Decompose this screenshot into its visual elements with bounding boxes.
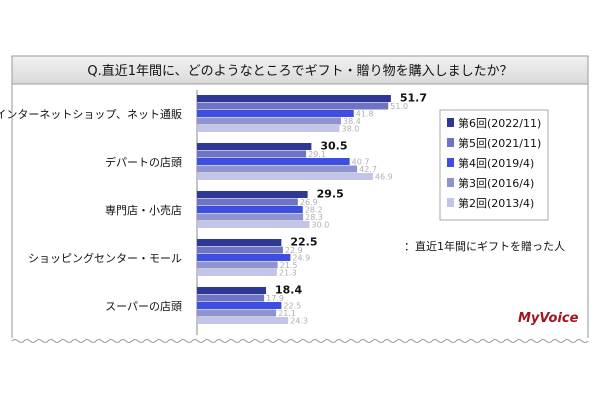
data-label: 42.7 bbox=[359, 165, 377, 174]
data-label: 22.9 bbox=[285, 246, 303, 255]
bar bbox=[197, 269, 277, 276]
category-label: スーパーの店頭 bbox=[105, 299, 182, 313]
data-label: 41.8 bbox=[356, 110, 374, 119]
data-label: 38.0 bbox=[342, 125, 360, 134]
chart-note: ：直近1年間にギフトを贈った人 bbox=[404, 239, 565, 253]
bar bbox=[197, 158, 350, 165]
bar bbox=[197, 150, 307, 158]
bar bbox=[197, 198, 298, 206]
data-label: 38.4 bbox=[343, 117, 361, 126]
bar bbox=[197, 287, 266, 294]
bar bbox=[197, 206, 303, 213]
data-label: 51.7 bbox=[400, 92, 427, 105]
bar bbox=[197, 221, 310, 228]
data-label: 51.0 bbox=[390, 102, 408, 111]
bar bbox=[197, 165, 358, 173]
data-label: 46.9 bbox=[375, 173, 393, 182]
bar bbox=[197, 117, 341, 125]
bar bbox=[197, 239, 282, 246]
data-label: 28.2 bbox=[305, 206, 323, 215]
legend-entry: 第2回(2013/4) bbox=[458, 196, 534, 210]
data-label: 17.9 bbox=[266, 294, 284, 303]
myvoice-logo: MyVoice bbox=[518, 311, 579, 326]
bar bbox=[197, 143, 312, 150]
legend-swatch bbox=[447, 178, 454, 187]
data-label: 22.5 bbox=[283, 302, 301, 311]
data-label: 24.3 bbox=[290, 317, 308, 326]
data-label: 21.5 bbox=[280, 261, 298, 270]
data-label: 40.7 bbox=[352, 158, 370, 167]
bar bbox=[197, 294, 265, 302]
bar bbox=[197, 125, 340, 132]
chart-title: Q.直近1年間に、どのようなところでギフト・贈り物を購入しましたか？ bbox=[87, 63, 512, 79]
legend-swatch bbox=[447, 198, 454, 207]
plot-frame bbox=[11, 84, 589, 338]
data-label: 29.5 bbox=[317, 188, 344, 201]
bar bbox=[197, 246, 283, 254]
bar bbox=[197, 302, 282, 309]
data-label: 30.5 bbox=[320, 140, 347, 153]
bar bbox=[197, 309, 277, 317]
bar bbox=[197, 317, 289, 324]
data-label: 30.0 bbox=[312, 221, 330, 230]
bar bbox=[197, 191, 308, 198]
bar bbox=[197, 95, 391, 102]
data-label: 22.5 bbox=[290, 236, 317, 249]
data-label: 29.1 bbox=[308, 150, 326, 159]
legend-entry: 第5回(2021/11) bbox=[458, 136, 541, 150]
legend-swatch bbox=[447, 158, 454, 167]
legend-swatch bbox=[447, 138, 454, 147]
data-label: 26.9 bbox=[300, 198, 318, 207]
data-label: 28.3 bbox=[305, 213, 323, 222]
bar bbox=[197, 110, 354, 117]
category-label: デパートの店頭 bbox=[105, 155, 182, 169]
category-label: 専門店・小売店 bbox=[105, 203, 182, 217]
legend-entry: 第4回(2019/4) bbox=[458, 156, 534, 170]
legend-entry: 第3回(2016/4) bbox=[458, 176, 534, 190]
legend-box bbox=[439, 109, 549, 221]
bar bbox=[197, 173, 373, 180]
data-label: 24.9 bbox=[292, 254, 310, 263]
bar bbox=[197, 213, 304, 221]
data-label: 18.4 bbox=[275, 284, 302, 297]
bar bbox=[197, 254, 291, 261]
category-label: ショッピングセンター・モール bbox=[28, 251, 182, 265]
wavy-bottom-edge bbox=[11, 339, 589, 343]
data-label: 21.3 bbox=[279, 269, 297, 278]
legend-swatch bbox=[447, 118, 454, 127]
title-box bbox=[11, 55, 589, 85]
category-label: インターネットショップ、ネット通販 bbox=[0, 108, 182, 121]
data-label: 21.1 bbox=[278, 309, 296, 318]
bar bbox=[197, 102, 389, 110]
bar bbox=[197, 261, 278, 269]
legend-entry: 第6回(2022/11) bbox=[458, 116, 541, 130]
